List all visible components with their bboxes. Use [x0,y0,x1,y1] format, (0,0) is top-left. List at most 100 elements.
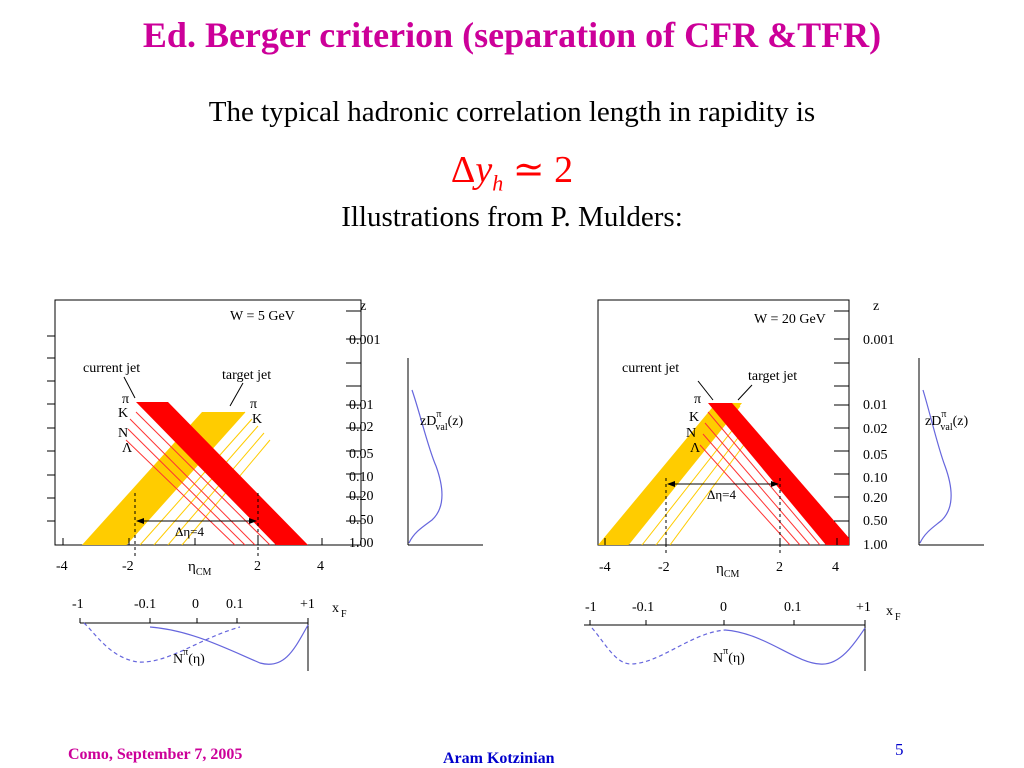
z-tick-1: 0.01 [863,398,888,413]
eta-tick-1: -2 [122,559,134,574]
page-number: 5 [895,740,904,759]
eta-tick-1: -2 [658,560,670,575]
delta-label: Δη=4 [707,487,736,502]
hadron-k-left: K [118,406,128,421]
target-jet-label: target jet [222,368,271,383]
xf-tick-3: 0.1 [226,597,244,612]
current-jet-band [136,402,308,545]
footer-author: Aram Kotzinian [443,750,555,767]
n-curve-solid [724,627,866,665]
z-tick-labels: 0.001 0.01 0.02 0.05 0.10 0.20 0.50 1.00 [863,333,895,553]
z-tick-5: 0.20 [349,489,374,504]
delta-arrowhead-left [667,481,675,487]
main-left-ticks [47,335,55,522]
dist-label: zDπ val(z) [925,409,968,433]
z-axis-ticks [834,310,849,522]
eta-tick-labels: -4 -2 2 4 [599,560,839,575]
hadron-pi-left: π [694,392,701,407]
z-tick-7: 1.00 [863,538,888,553]
formula-rel: ≃ [512,149,545,191]
n-label: Nπ(η) [173,647,205,667]
target-jet-pointer [229,382,244,407]
eta-tick-3: 4 [317,559,324,574]
z-axis-ticks [346,310,361,522]
formula-sub: h [492,170,504,196]
current-jet-pointer [697,380,714,401]
figure-w5-svg: Δη=4 W = 5 GeV current jet target jet π … [47,299,483,671]
n-curve-dashed [83,622,241,663]
eta-axis-label: ηCM [716,561,740,580]
z-tick-7: 1.00 [349,536,374,551]
xf-tick-4: +1 [300,597,315,612]
dist-curve [919,389,952,544]
hadron-n-left: N [686,426,696,441]
slide-title: Ed. Berger criterion (separation of CFR … [142,15,882,55]
delta-arrowhead-right [249,518,257,524]
z-tick-4: 0.10 [863,471,888,486]
z-tick-labels: 0.001 0.01 0.02 0.05 0.10 0.20 0.50 1.00 [349,333,381,551]
n-curve-dashed [591,627,726,665]
xf-tick-labels: -1 -0.1 0 0.1 +1 [585,600,871,615]
xf-tick-2: 0 [192,597,199,612]
formula-delta: Δ [450,149,476,191]
figure-w5: Δη=4 W = 5 GeV current jet target jet π … [40,288,490,683]
z-tick-4: 0.10 [349,470,374,485]
formula-var: y [475,149,493,191]
xf-tick-0: -1 [72,597,84,612]
eta-axis-label: ηCM [188,559,212,578]
delta-arrowhead-right [771,481,779,487]
current-jet-label: current jet [83,361,140,376]
hadron-k-right: K [252,412,262,427]
hadron-n-left: N [118,426,128,441]
dist-curve [408,389,443,544]
z-tick-1: 0.01 [349,398,374,413]
delta-label: Δη=4 [175,524,204,539]
xf-tick-4: +1 [856,600,871,615]
target-jet-lines [627,405,747,545]
z-tick-6: 0.50 [863,514,888,529]
intro-text: The typical hadronic correlation length … [208,96,816,128]
target-jet-pointer [737,384,753,401]
eta-tick-0: -4 [56,559,68,574]
z-tick-5: 0.20 [863,491,888,506]
xf-tick-1: -0.1 [134,597,156,612]
figure-w20: Δη=4 W = 20 GeV current jet target jet π… [570,288,1010,683]
z-tick-0: 0.001 [349,333,381,348]
xf-axis-ticks [79,618,309,671]
n-label: Nπ(η) [713,646,745,666]
hadron-pi-right: π [250,397,257,412]
z-axis-label: z [360,299,366,314]
target-jet-band [598,403,742,545]
delta-arrowhead-left [136,518,144,524]
eta-tick-2: 2 [776,560,783,575]
formula-value: 2 [554,149,574,191]
z-tick-2: 0.02 [349,420,374,435]
xf-tick-labels: -1 -0.1 0 0.1 +1 [72,597,315,612]
z-tick-3: 0.05 [349,447,374,462]
xf-tick-3: 0.1 [784,600,802,615]
current-jet-lines [125,411,271,545]
hadron-lambda-left: Λ [122,441,133,456]
hadron-pi-left: π [122,392,129,407]
eta-tick-0: -4 [599,560,611,575]
eta-tick-2: 2 [254,559,261,574]
dist-label: zDπ val(z) [420,409,463,433]
current-jet-label: current jet [622,361,679,376]
z-tick-3: 0.05 [863,448,888,463]
target-jet-label: target jet [748,369,797,384]
current-jet-pointer [123,376,136,399]
z-tick-6: 0.50 [349,513,374,528]
xf-tick-0: -1 [585,600,597,615]
w-label: W = 20 GeV [754,312,826,327]
z-tick-2: 0.02 [863,422,888,437]
z-axis-label: z [873,299,879,314]
illustrations-text: Illustrations from P. Mulders: [341,201,683,233]
z-tick-0: 0.001 [863,333,895,348]
hadron-lambda-left: Λ [690,441,701,456]
xf-tick-2: 0 [720,600,727,615]
figure-w20-svg: Δη=4 W = 20 GeV current jet target jet π… [584,299,984,671]
footer-date: Como, September 7, 2005 [68,746,243,763]
formula: Δyh ≃ 2 [0,147,1024,197]
